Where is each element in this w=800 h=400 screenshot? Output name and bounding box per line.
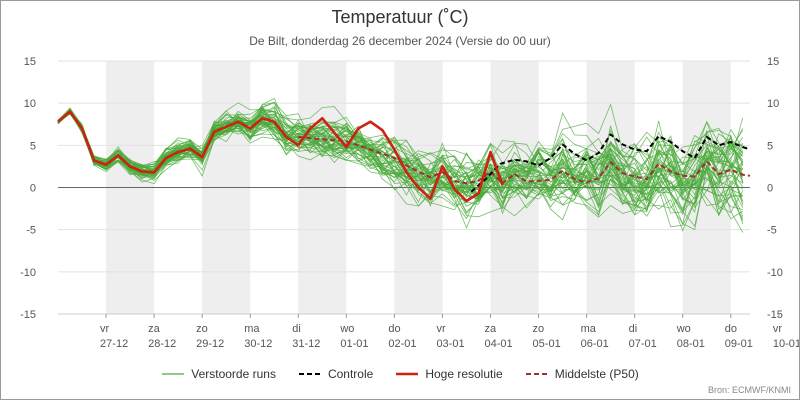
x-tick-day-label: ma [581,323,597,335]
legend-item-perturbed[interactable]: Verstoorde runs [161,367,276,381]
x-tick-day-label: di [629,323,638,335]
x-tick-date-label: 09-01 [725,338,753,350]
x-tick-day-label: do [725,323,737,335]
median-series [298,135,751,185]
source-credit: Bron: ECMWF/KNMI [707,385,791,395]
x-tick-date-label: 04-01 [485,338,513,350]
legend-swatch-high-res [396,372,419,376]
y-tick-label-left: -15 [20,309,36,321]
control-series [470,133,751,193]
legend-item-high-res[interactable]: Hoge resolutie [395,367,503,381]
y-tick-label-left: -5 [26,225,36,237]
ensemble-member-line [57,112,744,214]
x-tick-date-label: 27-12 [100,338,128,350]
ensemble-member-line [57,108,744,210]
x-tick-date-label: 02-01 [388,338,416,350]
x-tick-day-label: za [148,323,161,335]
legend-swatch-perturbed [162,373,185,375]
temperature-chart: -15 -10 -5 0 5 10 15 -15 -10 -5 0 5 10 15 vr 27-12 za 2… [20,56,799,350]
legend: Verstoorde runs Controle Hoge resolutie … [1,367,799,381]
x-tick-date-label: 07-01 [629,338,657,350]
x-tick-date-label: 29-12 [196,338,224,350]
x-tick-day-label: di [292,323,301,335]
x-tick-day-label: vr [436,323,446,335]
chart-title: Temperatuur (˚C) [331,7,469,27]
ensemble-member-line [57,110,744,210]
x-tick-date-label: 08-01 [677,338,705,350]
x-tick-date-label: 05-01 [533,338,561,350]
y-tick-label-left: 0 [30,183,36,195]
y-tick-label-right: -5 [767,225,777,237]
ensemble-member-line [57,109,744,212]
legend-item-median[interactable]: Middelste (P50) [525,367,639,381]
y-axis-right: -15 -10 -5 0 5 10 15 [767,56,783,321]
x-tick-day-label: wo [339,323,354,335]
y-axis-left: -15 -10 -5 0 5 10 15 [20,56,36,321]
high-resolution-series [57,110,504,203]
x-tick-day-label: vr [773,323,783,335]
y-tick-label-right: -15 [767,309,783,321]
legend-label-control: Controle [327,367,374,381]
x-tick-day-label: wo [676,323,691,335]
y-tick-label-right: 15 [767,56,779,68]
ensemble-member-line [57,112,744,213]
legend-label-perturbed: Verstoorde runs [191,367,276,381]
x-tick-date-label: 10-01 [773,338,799,350]
x-tick-date-label: 01-01 [340,338,368,350]
legend-swatch-control [298,373,321,375]
high-resolution-line [57,110,504,203]
legend-label-high-res: Hoge resolutie [425,367,503,381]
y-tick-label-right: 5 [767,140,773,152]
y-tick-label-left: 15 [24,56,36,68]
y-tick-label-left: 5 [30,140,36,152]
x-tick-day-label: zo [533,323,545,335]
x-tick-date-label: 06-01 [581,338,609,350]
y-tick-label-right: 10 [767,98,779,110]
x-tick-date-label: 03-01 [436,338,464,350]
median-line [298,135,751,185]
chart-subtitle: De Bilt, donderdag 26 december 2024 (Ver… [249,34,551,48]
control-line [470,133,751,193]
legend-swatch-median [525,373,548,375]
x-tick-day-label: zo [196,323,208,335]
x-axis: vr 27-12 za 28-12 zo 29-12 ma 30-12 di 31-12 wo 01-… [100,314,799,350]
legend-item-control[interactable]: Controle [298,367,373,381]
y-tick-label-left: 10 [24,98,36,110]
x-tick-day-label: za [485,323,498,335]
y-tick-label-right: -10 [767,267,783,279]
x-tick-date-label: 31-12 [292,338,320,350]
x-tick-date-label: 30-12 [244,338,272,350]
x-tick-day-label: do [388,323,400,335]
y-tick-label-right: 0 [767,183,773,195]
x-tick-date-label: 28-12 [148,338,176,350]
ensemble-member-line [57,109,744,228]
x-tick-day-label: ma [244,323,260,335]
x-tick-day-label: vr [100,323,110,335]
y-tick-label-left: -10 [20,267,36,279]
legend-label-median: Middelste (P50) [554,367,639,381]
